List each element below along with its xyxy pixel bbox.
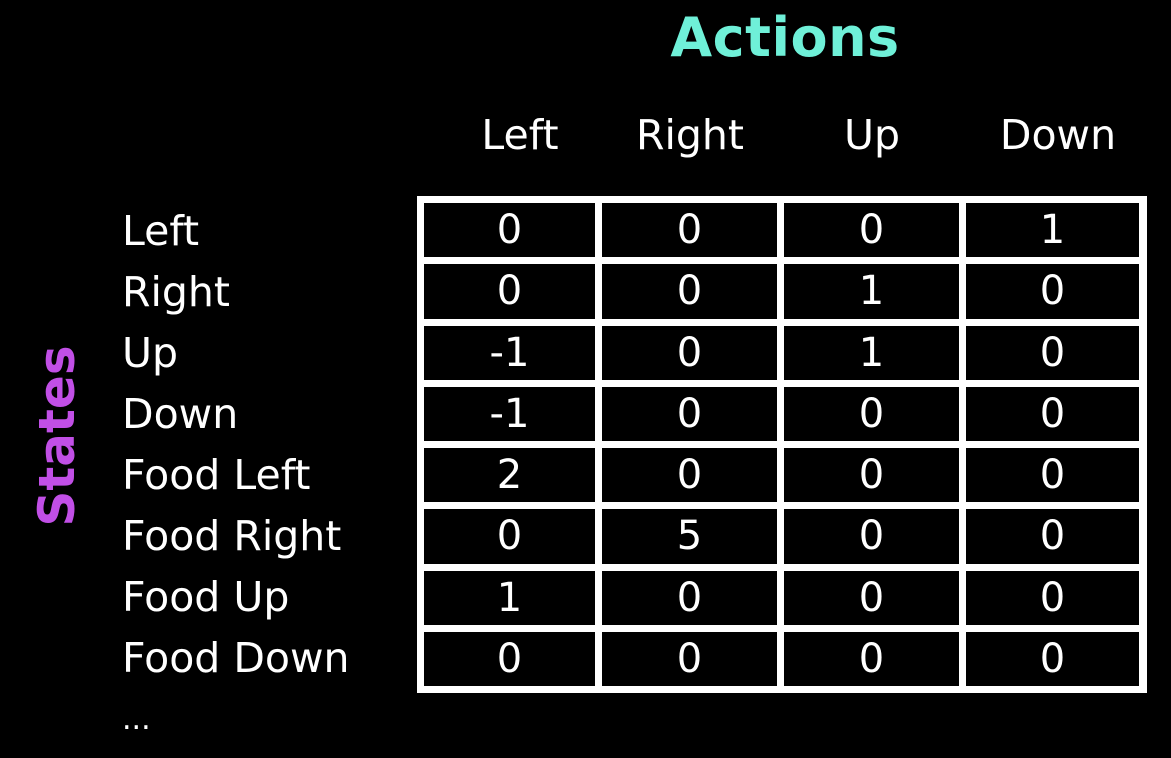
actions-title: Actions <box>670 6 900 69</box>
row-label-food-left: Food Left <box>122 451 311 499</box>
q-cell: 1 <box>784 325 959 380</box>
q-cell: -1 <box>424 386 595 441</box>
q-cell: 0 <box>602 203 777 258</box>
q-cell: 0 <box>784 448 959 503</box>
q-cell: 0 <box>966 570 1139 625</box>
q-cell: 0 <box>784 631 959 686</box>
states-title: States <box>28 345 86 527</box>
q-cell: 0 <box>966 325 1139 380</box>
q-cell: 0 <box>424 509 595 564</box>
q-cell: 0 <box>784 386 959 441</box>
q-cell: 1 <box>424 570 595 625</box>
q-cell: 0 <box>966 264 1139 319</box>
row-label-food-right: Food Right <box>122 512 342 560</box>
column-header-up: Up <box>843 111 901 159</box>
q-cell: 0 <box>966 448 1139 503</box>
q-cell: 0 <box>602 448 777 503</box>
q-cell: 0 <box>602 325 777 380</box>
column-header-down: Down <box>999 111 1117 159</box>
row-label-food-down: Food Down <box>122 634 350 682</box>
q-cell: 0 <box>602 386 777 441</box>
q-cell: 0 <box>784 509 959 564</box>
row-label-right: Right <box>122 268 230 316</box>
q-cell: -1 <box>424 325 595 380</box>
q-cell: 0 <box>602 631 777 686</box>
q-cell: 0 <box>784 570 959 625</box>
q-cell: 0 <box>966 386 1139 441</box>
row-label-up: Up <box>122 329 179 377</box>
row-label-food-up: Food Up <box>122 573 290 621</box>
row-label-down: Down <box>122 390 239 438</box>
q-cell: 0 <box>966 509 1139 564</box>
q-cell: 2 <box>424 448 595 503</box>
q-cell: 0 <box>966 631 1139 686</box>
q-cell: 0 <box>424 203 595 258</box>
row-label-left: Left <box>122 207 200 255</box>
q-cell: 0 <box>424 264 595 319</box>
q-cell: 5 <box>602 509 777 564</box>
q-cell: 0 <box>784 203 959 258</box>
q-cell: 1 <box>966 203 1139 258</box>
q-cell: 0 <box>602 264 777 319</box>
q-cell: 0 <box>424 631 595 686</box>
q-table: 0 0 0 1 0 0 1 0 -1 0 1 0 -1 0 0 0 2 0 0 … <box>417 196 1147 693</box>
column-header-left: Left <box>481 111 559 159</box>
q-cell: 0 <box>602 570 777 625</box>
q-cell: 1 <box>784 264 959 319</box>
more-states-ellipsis: ... <box>122 702 151 737</box>
column-header-right: Right <box>636 111 744 159</box>
